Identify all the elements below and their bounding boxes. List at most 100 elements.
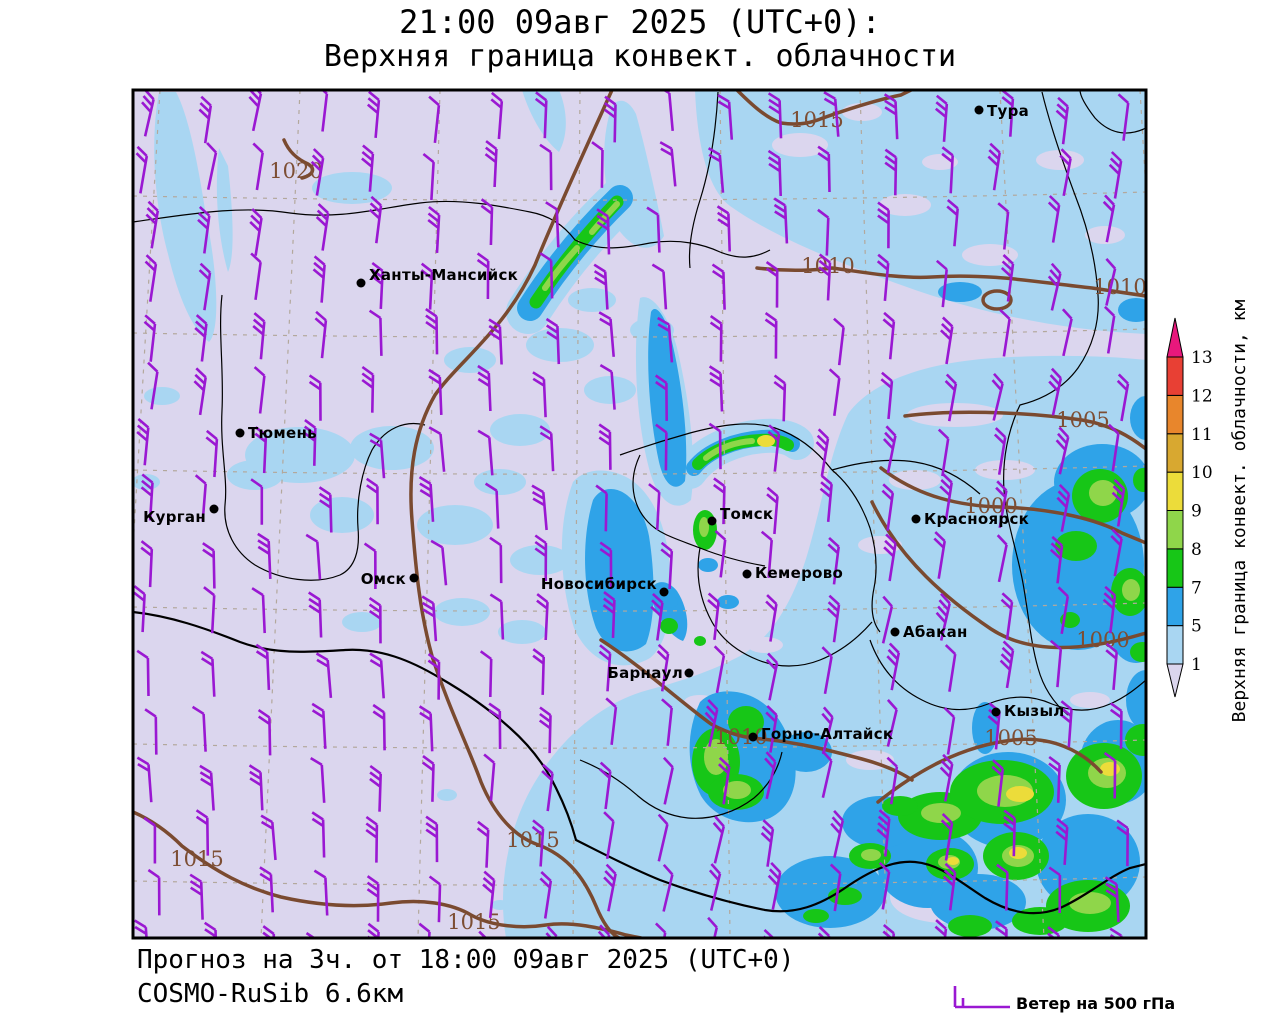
wind-barb [250,252,262,300]
wind-barb [646,206,661,253]
wind-barb [773,197,789,244]
wind-barb [368,309,383,356]
wind-barb [1108,151,1123,199]
wind-barb [766,486,779,535]
wind-barb [145,200,160,249]
wind-barb [368,597,382,644]
colorbar-segment [1166,471,1184,511]
wind-barb [250,478,264,525]
wind-barb [420,262,434,310]
wind-barb [882,425,897,474]
forecast-info: Прогноз на 3ч. от 18:00 09авг 2025 (UTC+… [137,945,795,975]
isobar-label: 1015 [170,847,223,871]
city-dot [742,569,752,579]
wind-barb [307,591,323,638]
wind-barb [1104,876,1120,923]
wind-barb [315,652,333,699]
wind-barb [764,751,777,800]
wind-barb [365,477,379,525]
wind-barb [370,261,384,309]
wind-barb-icon [953,986,1010,1009]
isobar-line [282,138,315,180]
isobar-line [903,410,1146,451]
wind-barb [421,595,438,642]
wind-barb [534,91,548,139]
wind-barb [147,361,159,410]
colorbar-tick-label: 11 [1191,425,1213,445]
city-label: Абакан [903,623,968,641]
wind-barb [531,484,548,531]
wind-barb [884,148,898,196]
isobar-label: 1015 [506,828,559,852]
city-Кызыл: Кызыл [991,702,1064,720]
wind-barb [489,593,505,640]
isobar-line [870,500,1146,650]
wind-barb [995,480,1008,529]
wind-barb [716,205,731,252]
wind-barb [704,699,719,747]
wind-barb [260,814,277,861]
wind-barb [206,142,218,190]
wind-barb [1109,702,1123,749]
wind-barb [308,374,322,421]
wind-barb [946,199,959,247]
model-info: COSMO-RuSib 6.6км [137,979,404,1009]
title-parameter: Верхняя граница конвект. облачности [323,39,957,74]
city-label: Красноярск [924,510,1029,528]
wind-barb [1049,535,1064,584]
wind-barb [1047,262,1062,311]
wind-barb [1048,367,1063,416]
wind-barb [536,593,549,641]
wind-barb [428,875,442,923]
wind-barb [202,542,216,589]
wind-legend-label: Ветер на 500 гПа [1016,994,1176,1013]
wind-barb [650,592,664,641]
wind-barb [944,644,957,692]
wind-barb [713,645,726,694]
wind-barb [660,541,674,589]
colorbar-segment [1166,548,1184,588]
map-footer: Прогноз на 3ч. от 18:00 09авг 2025 (UTC+… [137,944,794,1012]
wind-barb [310,148,325,196]
wind-barb [598,311,615,357]
wind-barb [539,143,553,191]
wind-barb [1108,423,1120,472]
wind-barb [773,374,787,422]
wind-barb [999,640,1015,689]
city-Курган: Курган [143,504,219,526]
isobar-label: 1000 [964,494,1017,518]
wind-barb [1059,148,1072,197]
wind-barb [365,815,379,863]
wind-barb [765,652,779,701]
wind-barb [717,93,734,140]
wind-barb [877,201,890,249]
wind-barb [876,253,890,302]
wind-barb [821,750,833,798]
wind-barb [136,649,150,697]
wind-barb [311,702,327,749]
wind-barb [545,201,560,248]
wind-barb [605,697,618,745]
wind-barb [194,474,207,522]
wind-barb [591,141,604,188]
wind-barb [203,586,216,634]
wind-barb [262,925,276,938]
wind-barb [598,423,612,470]
city-dot [209,504,219,514]
isobar-line [133,810,643,938]
map-area: 1020101510101010100510001000100510101015… [133,90,1146,938]
wind-barb [997,202,1010,250]
city-dot [684,668,694,678]
wind-barb [313,869,329,916]
wind-barb [654,922,667,938]
city-label: Томск [720,505,773,523]
isobar-label: 1000 [1076,628,1129,652]
wind-barb [939,753,954,802]
wind-barb [603,811,615,860]
wind-barb [764,312,778,359]
city-Новосибирск: Новосибирск [541,575,669,597]
wind-barb [1102,194,1116,243]
wind-barb [311,811,326,858]
isobar-line [735,90,913,126]
wind-barb [597,924,611,938]
